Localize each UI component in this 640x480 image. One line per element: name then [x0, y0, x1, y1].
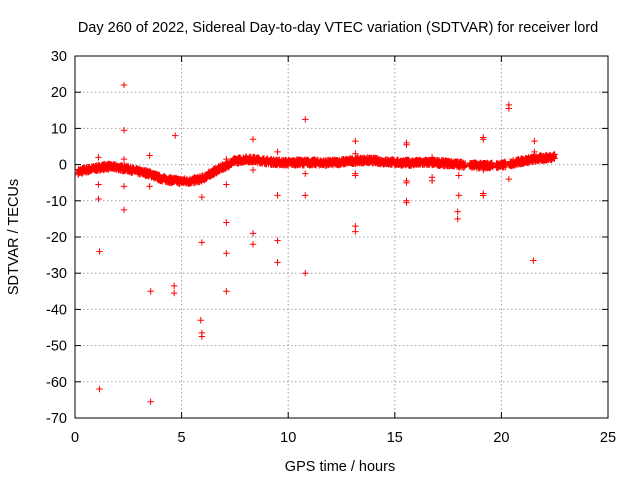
outlier-point — [480, 136, 487, 143]
x-axis-ticks: 0 5 10 15 20 25 — [71, 56, 616, 446]
outlier-point — [223, 181, 230, 188]
outlier-point — [223, 155, 230, 163]
outlier-point — [455, 172, 462, 179]
outlier-point — [223, 219, 230, 226]
outlier-point — [274, 192, 281, 199]
outlier-point — [249, 241, 257, 248]
outlier-point — [223, 250, 230, 257]
y-axis-ticks: -70 -60 -50 -40 -30 -20 -10 0 10 20 30 — [46, 49, 608, 427]
outlier-point — [428, 154, 436, 161]
outlier-point — [170, 282, 178, 290]
x-tick-label: 25 — [600, 430, 616, 446]
outlier-point — [96, 385, 103, 393]
outlier-point — [198, 333, 206, 340]
outlier-point — [223, 288, 230, 295]
x-axis-label: GPS time / hours — [285, 459, 395, 475]
outlier-point — [352, 137, 359, 145]
outlier-point — [120, 81, 128, 89]
x-tick-label: 15 — [387, 430, 403, 446]
outlier-point — [274, 148, 281, 156]
data-points — [74, 81, 558, 405]
outlier-point — [505, 105, 513, 112]
outlier-point — [120, 155, 128, 163]
outlier-point — [198, 193, 206, 201]
outlier-point — [403, 199, 410, 206]
y-tick-label: -10 — [46, 194, 67, 210]
outlier-point — [480, 166, 487, 174]
outlier-point — [403, 179, 410, 186]
grid-lines — [75, 56, 608, 418]
y-tick-label: -30 — [46, 266, 67, 282]
y-tick-label: -50 — [46, 339, 67, 355]
outlier-point — [403, 141, 410, 148]
outlier-point — [249, 136, 257, 143]
y-tick-label: -40 — [46, 302, 67, 318]
outlier-point — [531, 137, 538, 145]
outlier-point — [198, 239, 206, 246]
x-tick-label: 20 — [493, 430, 509, 446]
outlier-point — [147, 398, 154, 405]
outlier-point — [120, 183, 128, 190]
outlier-point — [505, 175, 513, 183]
y-tick-label: -70 — [46, 411, 67, 427]
outlier-point — [95, 154, 102, 161]
outlier-point — [302, 270, 309, 277]
outlier-point — [480, 192, 487, 199]
outlier-point — [95, 181, 102, 188]
y-tick-label: -60 — [46, 375, 67, 391]
outlier-point — [95, 195, 102, 203]
outlier-point — [352, 172, 359, 179]
outlier-point — [455, 192, 462, 199]
outlier-point — [454, 208, 461, 215]
outlier-point — [428, 177, 436, 185]
outlier-point — [249, 230, 257, 237]
outlier-point — [352, 228, 359, 235]
outlier-point — [146, 152, 153, 159]
outlier-point — [531, 148, 538, 156]
outlier-point — [170, 289, 178, 297]
y-axis-label: SDTVAR / TECUs — [6, 179, 22, 295]
outlier-point — [146, 183, 153, 190]
data-point — [502, 163, 509, 171]
outlier-point — [274, 259, 281, 266]
outlier-point — [249, 166, 257, 174]
outlier-point — [352, 150, 359, 157]
outlier-point — [197, 317, 204, 324]
data-point — [551, 151, 558, 158]
plot-frame — [74, 55, 609, 419]
x-tick-label: 10 — [280, 430, 296, 446]
outlier-point — [120, 206, 128, 214]
x-tick-label: 5 — [178, 430, 186, 446]
outlier-point — [274, 237, 281, 244]
outlier-point — [302, 116, 309, 123]
outlier-point — [96, 248, 103, 255]
outlier-point — [302, 170, 309, 177]
outlier-point — [147, 288, 154, 295]
y-tick-label: 30 — [51, 49, 67, 65]
y-tick-label: 20 — [51, 85, 67, 101]
outlier-point — [530, 257, 537, 264]
y-tick-label: 0 — [59, 158, 67, 174]
y-tick-label: 10 — [51, 121, 67, 137]
y-tick-label: -20 — [46, 230, 67, 246]
outlier-point — [454, 215, 461, 223]
chart-title: Day 260 of 2022, Sidereal Day-to-day VTE… — [78, 20, 598, 36]
outlier-point — [172, 132, 179, 139]
x-tick-label: 0 — [71, 430, 79, 446]
outlier-point — [120, 127, 128, 134]
outlier-point — [302, 192, 309, 199]
outlier-point — [352, 222, 359, 230]
